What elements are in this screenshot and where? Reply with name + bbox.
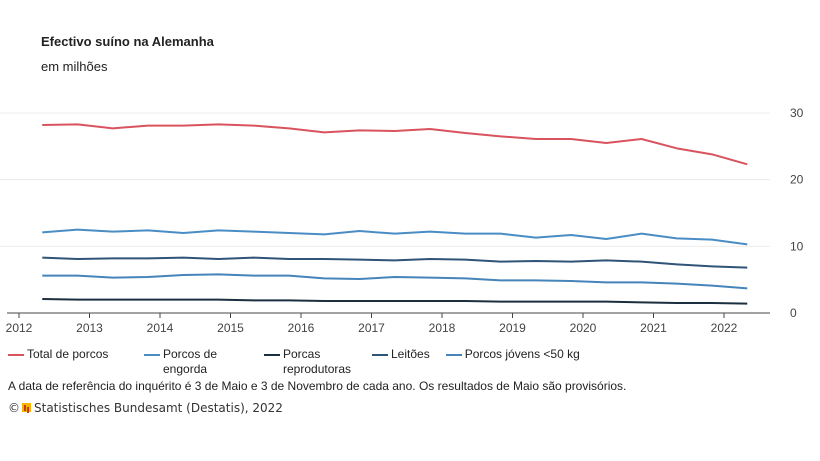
x-tick-label: 2018 bbox=[429, 321, 456, 335]
series-line-0 bbox=[42, 123, 748, 166]
x-tick-label: 2015 bbox=[217, 321, 244, 335]
x-tick-label: 2012 bbox=[6, 321, 33, 335]
chart-subtitle: em milhões bbox=[41, 59, 108, 74]
legend: Total de porcos Porcos de engorda Porcas r… bbox=[8, 347, 580, 377]
series-line-2 bbox=[42, 298, 748, 305]
x-tick-label: 2020 bbox=[570, 321, 597, 335]
credit-text: Statistisches Bundesamt (Destatis), 2022 bbox=[34, 401, 283, 415]
x-tick-label: 2021 bbox=[640, 321, 667, 335]
x-tick-label: 2013 bbox=[76, 321, 103, 335]
legend-label: Total de porcos bbox=[27, 347, 109, 361]
y-tick-label: 20 bbox=[790, 173, 804, 187]
legend-swatch bbox=[264, 354, 280, 356]
source-credit: © Statistisches Bundesamt (Destatis), 202… bbox=[8, 401, 283, 415]
chart-title: Efectivo suíno na Alemanha bbox=[41, 34, 214, 49]
line-chart: 0 10 20 30 2012 2013 2014 2015 2016 2017 2018 2019 2… bbox=[0, 106, 804, 335]
x-tick-label: 2022 bbox=[711, 321, 738, 335]
legend-swatch bbox=[372, 354, 388, 356]
copyright-symbol: © bbox=[8, 401, 20, 415]
series-line-4 bbox=[42, 273, 748, 290]
legend-label: Porcos jóvens <50 kg bbox=[464, 347, 580, 361]
legend-item: Total de porcos bbox=[8, 347, 128, 362]
legend-label: Leitões bbox=[391, 347, 430, 361]
footnote: A data de referência do inquérito é 3 de… bbox=[8, 379, 627, 393]
legend-label: Porcas reprodutoras bbox=[283, 347, 352, 376]
legend-item: Leitões bbox=[372, 347, 430, 362]
series-line-3 bbox=[42, 256, 748, 269]
legend-label: Porcos de engorda bbox=[163, 347, 218, 376]
x-tick-label: 2017 bbox=[358, 321, 385, 335]
x-tick-label: 2014 bbox=[147, 321, 174, 335]
legend-item: Porcos jóvens <50 kg bbox=[445, 347, 580, 362]
legend-item: Porcas reprodutoras bbox=[264, 347, 356, 377]
y-tick-label: 0 bbox=[790, 306, 797, 320]
legend-swatch bbox=[144, 354, 160, 356]
legend-swatch bbox=[8, 354, 24, 356]
legend-swatch bbox=[445, 354, 462, 356]
destatis-logo-icon bbox=[22, 403, 31, 412]
x-tick-label: 2016 bbox=[288, 321, 315, 335]
x-tick-label: 2019 bbox=[499, 321, 526, 335]
y-tick-label: 30 bbox=[790, 106, 804, 120]
legend-item: Porcos de engorda bbox=[144, 347, 248, 377]
series-line-1 bbox=[42, 228, 748, 246]
y-tick-label: 10 bbox=[790, 239, 804, 253]
